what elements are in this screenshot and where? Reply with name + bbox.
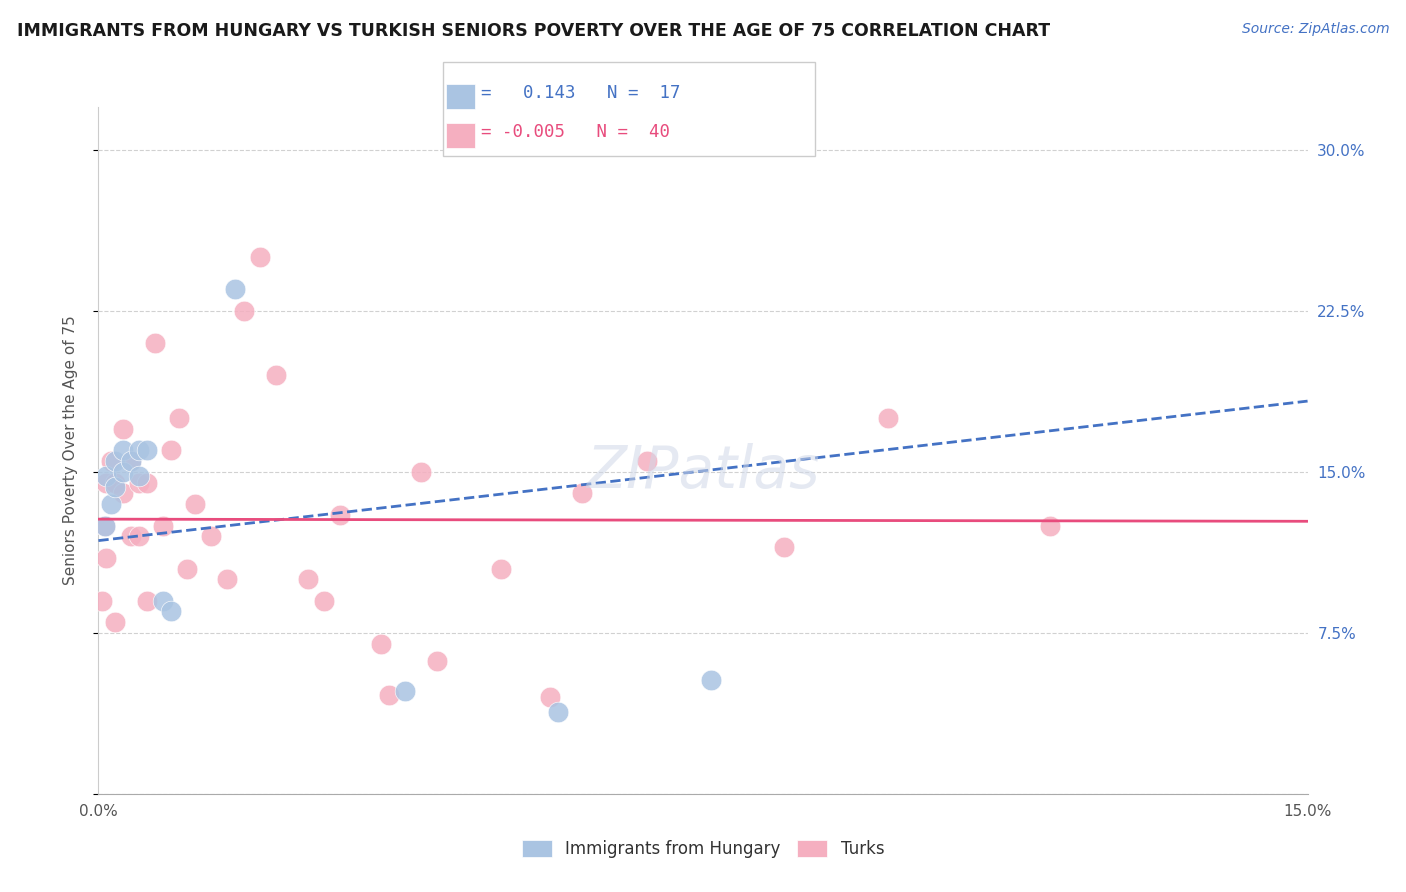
- Point: [96, 475, 118, 490]
- Point: [111, 443, 134, 458]
- Point: [547, 706, 569, 720]
- Point: [636, 454, 658, 468]
- Point: [103, 454, 125, 468]
- Point: [111, 465, 134, 479]
- Y-axis label: Seniors Poverty Over the Age of 75: Seniors Poverty Over the Age of 75: [63, 316, 77, 585]
- Point: [94, 518, 117, 533]
- Point: [772, 540, 794, 554]
- Point: [103, 615, 125, 630]
- Point: [314, 593, 336, 607]
- Text: R =   0.143   N =  17: R = 0.143 N = 17: [460, 84, 681, 102]
- Text: Source: ZipAtlas.com: Source: ZipAtlas.com: [1241, 22, 1389, 37]
- Point: [135, 475, 157, 490]
- Point: [143, 336, 166, 351]
- Point: [571, 486, 593, 500]
- Point: [394, 683, 416, 698]
- Point: [167, 411, 190, 425]
- Point: [700, 673, 723, 687]
- Point: [297, 572, 319, 586]
- Point: [103, 480, 125, 494]
- Point: [128, 475, 150, 490]
- Point: [200, 529, 222, 543]
- Point: [329, 508, 352, 522]
- Point: [100, 454, 122, 468]
- Point: [135, 593, 157, 607]
- Point: [264, 368, 287, 383]
- Point: [128, 469, 150, 483]
- Text: IMMIGRANTS FROM HUNGARY VS TURKISH SENIORS POVERTY OVER THE AGE OF 75 CORRELATIO: IMMIGRANTS FROM HUNGARY VS TURKISH SENIO…: [17, 22, 1050, 40]
- Point: [128, 443, 150, 458]
- Point: [1039, 518, 1062, 533]
- Point: [103, 475, 125, 490]
- Point: [176, 561, 198, 575]
- Point: [491, 561, 513, 575]
- Text: R = -0.005   N =  40: R = -0.005 N = 40: [460, 123, 669, 141]
- Point: [111, 422, 134, 436]
- Point: [96, 469, 118, 483]
- Point: [100, 497, 122, 511]
- Point: [217, 572, 239, 586]
- Point: [160, 443, 183, 458]
- Point: [135, 443, 157, 458]
- Point: [224, 283, 246, 297]
- Point: [160, 604, 183, 618]
- Point: [409, 465, 432, 479]
- Point: [538, 690, 561, 705]
- Point: [91, 593, 114, 607]
- Text: ZIPatlas: ZIPatlas: [586, 442, 820, 500]
- Point: [370, 637, 392, 651]
- Point: [120, 454, 142, 468]
- Point: [120, 529, 142, 543]
- Point: [152, 593, 174, 607]
- Legend: Immigrants from Hungary, Turks: Immigrants from Hungary, Turks: [515, 833, 891, 864]
- Point: [377, 688, 399, 702]
- Point: [96, 550, 118, 565]
- Point: [152, 518, 174, 533]
- Point: [128, 529, 150, 543]
- Point: [232, 304, 254, 318]
- Point: [94, 518, 117, 533]
- Point: [249, 250, 271, 264]
- Point: [120, 454, 142, 468]
- Point: [877, 411, 900, 425]
- Point: [426, 654, 449, 668]
- Point: [111, 486, 134, 500]
- Point: [184, 497, 207, 511]
